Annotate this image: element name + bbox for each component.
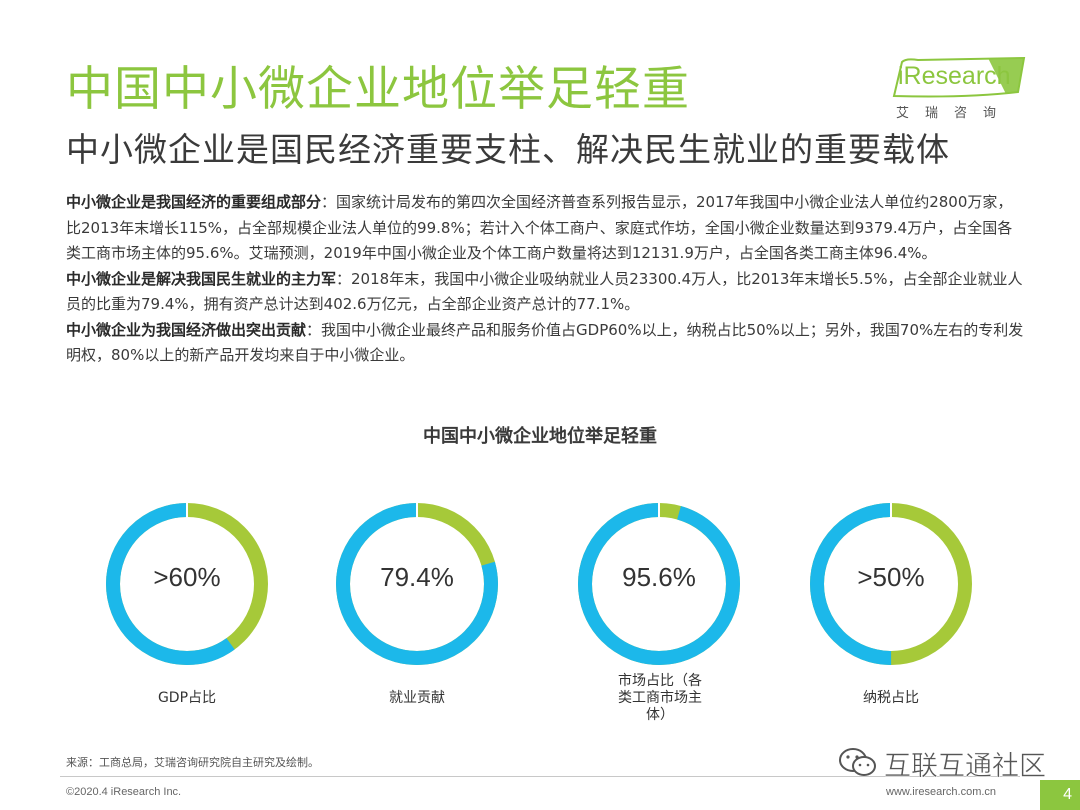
- footer-url[interactable]: www.iresearch.com.cn: [886, 786, 997, 798]
- donut-chart-gdp: [106, 502, 268, 665]
- paragraph-employment: 中小微企业是解决我国民生就业的主力军：2018年末，我国中小微企业吸纳就业人员2…: [66, 267, 1026, 318]
- donut-label-market: 市场占比（各类工商市场主体）: [618, 673, 702, 723]
- donut-gdp: >60%: [101, 498, 273, 670]
- page-subtitle: 中小微企业是国民经济重要支柱、解决民生就业的重要载体: [66, 130, 950, 169]
- wechat-icon: [839, 748, 876, 776]
- paragraph-employment-text: ：2018年末，我国中小微企业吸纳就业人员23300.4万人，比2013年末增长…: [66, 269, 1023, 314]
- donut-value-employment: 79.4%: [380, 562, 454, 592]
- donut-chart-tax: [810, 502, 972, 665]
- donut-employment: 79.4%: [331, 498, 503, 670]
- logo-brand: iResearch: [898, 62, 1011, 90]
- donut-chart-employment: [336, 502, 498, 665]
- page-number: 4: [1040, 780, 1080, 810]
- chart-title: 中国中小微企业地位举足轻重: [423, 426, 657, 447]
- donut-value-market: 95.6%: [622, 562, 696, 592]
- paragraph-economy-heading: 中小微企业是我国经济的重要组成部分: [66, 193, 322, 211]
- donut-value-gdp: >60%: [153, 562, 221, 592]
- paragraph-economy-text: ：国家统计局发布的第四次全国经济普查系列报告显示，2017年我国中小微企业法人单…: [66, 193, 1013, 262]
- copyright: ©2020.4 iResearch Inc.: [66, 786, 182, 798]
- donut-label-tax: 纳税占比: [863, 690, 919, 706]
- donut-tax: >50%: [805, 498, 977, 670]
- donut-label-employment: 就业贡献: [389, 690, 445, 706]
- paragraph-contribution-heading: 中小微企业为我国经济做出突出贡献: [66, 320, 307, 339]
- footer-divider: [60, 776, 1020, 777]
- iresearch-logo: iResearch 艾瑞咨询: [888, 56, 1028, 122]
- paragraph-economy: 中小微企业是我国经济的重要组成部分：国家统计局发布的第四次全国经济普查系列报告显…: [66, 190, 1026, 267]
- donut-label-gdp: GDP占比: [157, 690, 217, 706]
- logo-subtext: 艾瑞咨询: [896, 106, 1013, 121]
- donut-market: 95.6%: [573, 498, 745, 670]
- paragraph-contribution: 中小微企业为我国经济做出突出贡献：我国中小微企业最终产品和服务价值占GDP60%…: [66, 318, 1026, 369]
- source-note: 来源：工商总局，艾瑞咨询研究院自主研究及绘制。: [66, 756, 319, 769]
- body-text: 中小微企业是我国经济的重要组成部分：国家统计局发布的第四次全国经济普查系列报告显…: [66, 190, 1026, 369]
- logo-swoosh-icon: [892, 56, 1026, 98]
- paragraph-contribution-text: ：我国中小微企业最终产品和服务价值占GDP60%以上，纳税占比50%以上；另外，…: [66, 320, 1024, 365]
- donut-chart-market: [578, 502, 740, 665]
- page-title: 中国中小微企业地位举足轻重: [66, 62, 690, 117]
- watermark: 互联互通社区: [838, 744, 1048, 783]
- donut-value-tax: >50%: [857, 562, 925, 592]
- watermark-text: 互联互通社区: [884, 751, 1047, 783]
- paragraph-employment-heading: 中小微企业是解决我国民生就业的主力军: [66, 269, 337, 288]
